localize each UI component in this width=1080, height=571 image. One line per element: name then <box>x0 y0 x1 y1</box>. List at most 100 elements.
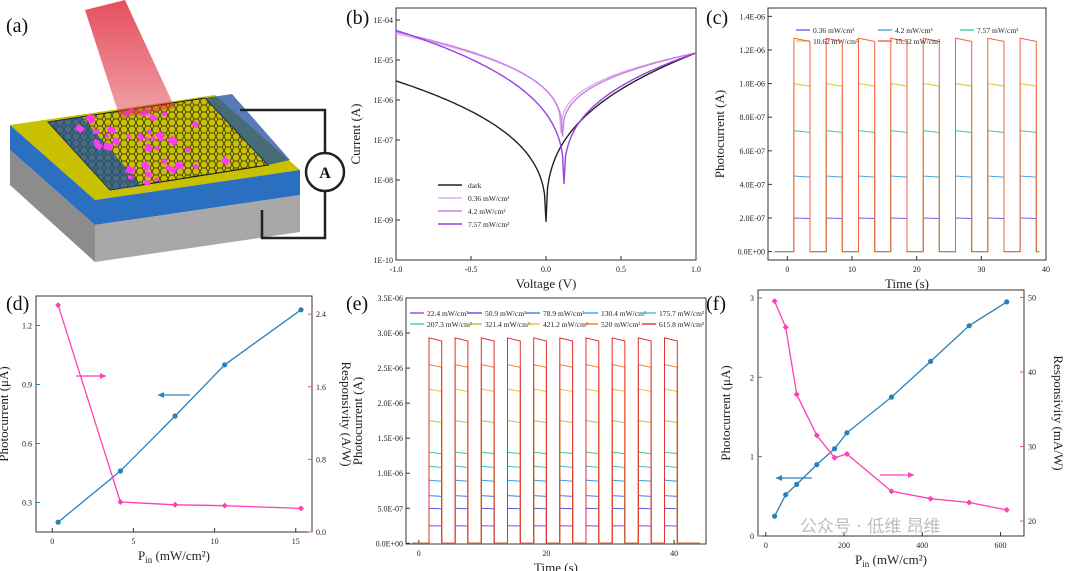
legend-label: 321.4 mW/cm² <box>485 320 531 329</box>
data-point <box>1004 299 1010 305</box>
particle <box>111 136 121 147</box>
axis-arrow-head <box>158 392 164 398</box>
panel-a: (a) A <box>6 0 346 262</box>
panel-b-letter: (b) <box>346 7 369 29</box>
data-point <box>172 501 179 508</box>
data-point <box>783 492 789 498</box>
watermark: 公众号 · 低维 昂维 <box>800 517 941 537</box>
chart-b: -1.0 -0.5 0.0 0.5 1.0 1E-10 1E-09 1E-08 1E-07 1E-… <box>348 7 701 291</box>
legend-label: 4.2 mW/cm² <box>895 26 933 35</box>
x-tick-label: 40 <box>1042 265 1050 274</box>
legend-label: dark <box>468 181 482 190</box>
x-tick-label: 0.5 <box>616 265 626 274</box>
y-left-tick-label: 0.6 <box>22 440 32 449</box>
particle <box>168 165 178 174</box>
insulator-layer-front <box>10 125 95 225</box>
y-tick-label: 8.0E-07 <box>739 113 765 122</box>
y-right-tick-label: 1.6 <box>316 383 326 392</box>
y-tick-label: 5.0E-07 <box>377 504 403 513</box>
y-left-axis-label: Photocurrent (μA) <box>0 366 11 461</box>
particle <box>125 133 132 140</box>
y-tick-label: 1E-09 <box>373 216 393 225</box>
x-tick-label: 10 <box>211 537 219 546</box>
x-tick-label: 1.0 <box>691 265 701 274</box>
y-tick-label: 0.0E+00 <box>738 248 765 257</box>
silicon-layer-side <box>95 195 300 262</box>
legend-label: 10.62 mW/cm² <box>813 37 859 46</box>
series-line <box>774 301 1008 517</box>
data-point <box>814 462 820 468</box>
y-tick-label: 1.2E-06 <box>739 46 765 55</box>
y-left-tick-label: 1 <box>750 453 754 462</box>
data-point <box>297 505 304 512</box>
y-right-tick-label: 30 <box>1028 443 1036 452</box>
chart-d: 0 5 10 15 0.3 0.6 0.9 1.2 0.0 0.8 1.6 2.4 Pin (mW/cm… <box>0 295 354 565</box>
y-tick-label: 1E-04 <box>373 16 393 25</box>
x-tick-label: 40 <box>670 549 678 558</box>
series-line <box>412 337 700 544</box>
data-point <box>927 495 934 502</box>
particle <box>144 136 150 142</box>
circuit-wire-top <box>240 108 327 152</box>
y-tick-label: 1E-06 <box>373 96 393 105</box>
y-right-tick-label: 0.8 <box>316 455 326 464</box>
y-tick-label: 0.0E+00 <box>376 539 403 548</box>
data-point <box>221 502 228 509</box>
y-tick-label: 3.5E-06 <box>377 294 403 303</box>
particle <box>154 146 160 151</box>
axis-arrow-head <box>908 472 914 478</box>
particle <box>136 132 145 142</box>
particle <box>167 135 179 147</box>
series-line <box>395 31 697 137</box>
x-tick-label: 20 <box>542 549 550 558</box>
legend-label: 421.2 mW/cm² <box>543 320 589 329</box>
y-left-tick-label: 0.3 <box>22 499 32 508</box>
data-point <box>222 362 228 368</box>
particle <box>191 120 200 128</box>
particle <box>153 176 159 182</box>
data-point <box>55 302 62 309</box>
data-point <box>782 324 789 331</box>
silicon-layer-front <box>10 150 95 262</box>
legend-label: 175.7 mW/cm² <box>659 309 705 318</box>
y-tick-label: 1.0E-06 <box>739 80 765 89</box>
y-right-axis-label: Responsivity (mA/W) <box>1051 355 1066 470</box>
data-point <box>966 499 973 506</box>
legend-label: 15.32 mW/cm² <box>895 37 941 46</box>
data-point <box>772 513 778 519</box>
y-right-tick-label: 2.4 <box>316 310 326 319</box>
particle <box>146 128 153 135</box>
y-right-axis-label: Responsivity (A/W) <box>339 361 354 466</box>
particle <box>104 133 110 139</box>
particle <box>74 123 85 134</box>
panel-f-letter: (f) <box>706 293 726 315</box>
x-tick-label: 400 <box>916 541 928 550</box>
data-point <box>172 413 178 419</box>
particle <box>85 116 91 121</box>
data-point <box>1003 506 1010 513</box>
y-left-tick-label: 0 <box>750 532 754 541</box>
y-right-tick-label: 20 <box>1028 517 1036 526</box>
right-electrode-strip <box>205 94 290 165</box>
data-point <box>843 451 850 457</box>
chart-c: 0 10 20 30 40 0.0E+00 2.0E-07 4.0E-07 6.0E-07 8.0… <box>712 7 1050 291</box>
particle <box>192 163 199 170</box>
panel-c-letter: (c) <box>706 7 728 29</box>
insulator-layer-side <box>95 170 300 225</box>
ammeter-label: A <box>319 165 331 182</box>
circuit-wire-bottom <box>260 192 327 240</box>
particle <box>174 161 184 170</box>
plot-frame <box>405 297 707 545</box>
y-right-tick-label: 40 <box>1028 368 1036 377</box>
ammeter-icon <box>304 151 346 193</box>
legend-label: 7.57 mW/cm² <box>468 220 510 229</box>
legend-label: 7.57 mW/cm² <box>977 26 1019 35</box>
y-left-tick-label: 2 <box>750 373 754 382</box>
y-left-tick-label: 3 <box>750 294 754 303</box>
legend-label: 0.36 mW/cm² <box>468 194 510 203</box>
plot-frame <box>767 7 1047 261</box>
x-tick-label: -1.0 <box>390 265 403 274</box>
data-point <box>117 499 124 506</box>
y-axis-label: Photocurrent (A) <box>350 377 365 465</box>
